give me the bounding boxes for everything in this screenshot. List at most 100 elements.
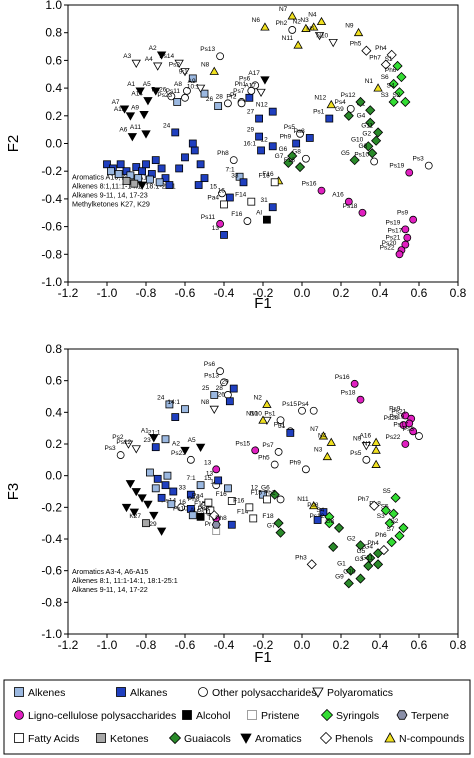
- y-tick-label: 0.0: [45, 137, 62, 151]
- data-label: 16:1: [243, 140, 256, 147]
- data-label: Ps9: [389, 406, 401, 413]
- data-point-ketones: [122, 176, 131, 185]
- data-label: N8: [201, 399, 210, 406]
- data-label: Ps19: [389, 413, 404, 420]
- data-point-syringols: [380, 505, 391, 516]
- data-point-aromatics: [135, 87, 145, 96]
- legend-marker-fatty: [14, 733, 24, 743]
- data-point-alkanes: [116, 160, 125, 169]
- data-point-ligno: [358, 208, 367, 217]
- data-label: Ps26: [152, 86, 167, 93]
- legend-label-pristene: Pristene: [261, 710, 300, 722]
- data-label: Ph1: [274, 421, 286, 428]
- data-point-ncomp: [258, 415, 268, 424]
- data-label: G3: [355, 556, 364, 563]
- data-point-alkenes: [188, 511, 197, 520]
- data-label: Pa4: [192, 493, 204, 500]
- data-point-alkanes: [132, 163, 141, 171]
- x-tick-label: 0.4: [372, 638, 389, 652]
- data-point-ncomp: [371, 459, 381, 468]
- data-point-ligno: [405, 168, 414, 177]
- legend-label-terpene: Terpene: [411, 710, 449, 722]
- data-point-alkanes: [225, 397, 234, 406]
- data-label: N4: [308, 12, 317, 19]
- data-label: Pr2: [226, 93, 237, 100]
- legend-item-polysac: Other polysaccharides: [198, 687, 316, 699]
- x-axis-title: F1: [254, 295, 272, 312]
- legend-item-ligno: Ligno-cellulose polysaccharides: [14, 710, 176, 722]
- legend-marker-alkanes: [116, 687, 126, 697]
- data-label: Ph2: [264, 489, 276, 496]
- legend-marker-polyarom: [312, 687, 324, 698]
- data-label: 15: [204, 475, 212, 482]
- data-label: Ph1: [235, 81, 247, 88]
- data-point-aromatics: [195, 443, 206, 452]
- data-label: F15: [194, 501, 206, 508]
- data-point-alkanes: [188, 139, 197, 148]
- data-label: G2: [347, 535, 356, 542]
- data-point-syringols: [392, 60, 403, 72]
- data-label: Al: [256, 210, 262, 217]
- data-point-polysac: [229, 156, 238, 165]
- x-tick-label: 0.0: [294, 286, 311, 300]
- data-label: Ps23: [171, 450, 186, 457]
- data-point-polysac: [216, 367, 225, 376]
- data-label: N12: [314, 95, 326, 102]
- data-label: Ph8: [198, 505, 210, 512]
- data-point-alkenes: [107, 167, 115, 176]
- data-point-polyarom: [256, 88, 266, 98]
- data-point-ligno: [401, 440, 410, 448]
- data-label: G4: [357, 113, 366, 120]
- y-tick-label: 0.0: [45, 469, 62, 483]
- data-point-alkanes: [165, 181, 174, 189]
- data-point-alkenes: [196, 481, 205, 490]
- data-label: F16: [216, 491, 228, 498]
- data-label: 7:1: [226, 167, 235, 174]
- data-label: 29: [222, 379, 230, 386]
- data-point-polysac: [218, 189, 226, 198]
- legend-item-syringols: Syringols: [320, 708, 379, 722]
- y-tick-label: 0.4: [45, 405, 62, 419]
- data-point-polysac: [309, 406, 318, 415]
- y-tick-label: -0.8: [41, 247, 62, 261]
- data-point-fatty: [249, 514, 258, 523]
- data-label: F16: [231, 211, 243, 218]
- data-label: Ph9: [289, 459, 301, 466]
- data-label: A17: [248, 70, 260, 77]
- data-point-syringols: [324, 518, 335, 529]
- data-label: G7: [275, 153, 284, 160]
- x-axis-title: F1: [254, 649, 272, 666]
- data-point-polysac: [415, 432, 423, 440]
- data-label: N5: [306, 25, 315, 32]
- data-label: A16: [332, 192, 344, 199]
- data-label: N3: [300, 17, 309, 24]
- legend-item-aromatics: Aromatics: [240, 733, 302, 745]
- data-label: 33: [179, 485, 187, 492]
- legend-marker-ncomp: [384, 732, 396, 743]
- data-point-aromatics: [143, 500, 153, 509]
- data-label: 26: [206, 96, 214, 103]
- data-label: A4: [145, 56, 153, 63]
- annotation-line: Aromatics A10, A12, A15: [72, 173, 151, 182]
- data-point-polyarom: [195, 84, 206, 93]
- data-point-polyarom: [153, 62, 163, 71]
- y-tick-label: 0.8: [45, 342, 62, 356]
- data-label: G9: [335, 106, 344, 113]
- data-point-syringols: [386, 537, 397, 548]
- data-point-ketones: [130, 179, 139, 188]
- data-label: F16: [262, 171, 274, 178]
- legend-item-pristene: Pristene: [247, 710, 300, 722]
- data-label: G10: [343, 569, 356, 576]
- data-point-aromatics: [125, 480, 136, 489]
- data-point-alkanes: [245, 93, 254, 102]
- legend-item-terpene: Terpene: [396, 710, 449, 722]
- data-label: Ps2: [169, 61, 181, 68]
- data-label: Ps4: [297, 401, 309, 408]
- data-label: A2: [149, 45, 157, 52]
- data-point-alkenes: [173, 98, 182, 106]
- data-point-guaiacols: [372, 127, 384, 138]
- y-tick-label: -0.2: [41, 500, 62, 514]
- data-point-guaiacols: [355, 96, 366, 108]
- data-label: N10: [246, 410, 258, 417]
